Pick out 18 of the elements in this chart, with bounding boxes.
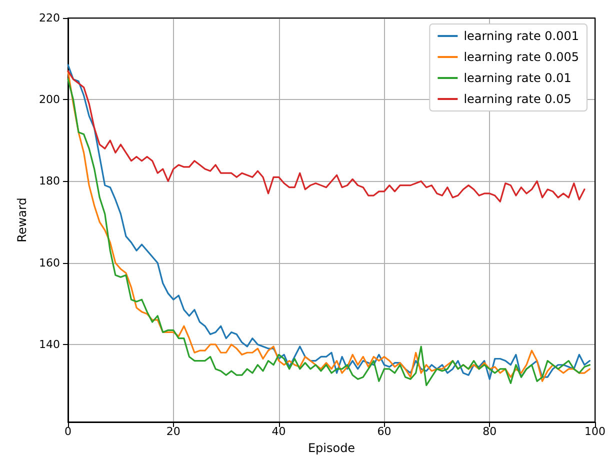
y-tick-label: 140	[39, 338, 60, 351]
x-tick-label: 60	[377, 425, 392, 438]
line-series	[67, 70, 586, 202]
y-tick-label: 180	[39, 174, 60, 188]
x-axis-title: Episode	[308, 440, 356, 455]
legend-label: learning rate 0.001	[464, 29, 579, 43]
x-tick-label: 80	[482, 425, 497, 438]
y-axis-title: Reward	[15, 198, 29, 242]
legend-label: learning rate 0.05	[464, 92, 572, 106]
y-tick-label: 160	[39, 256, 60, 270]
x-tick-label: 0	[64, 425, 72, 438]
x-tick-label: 100	[584, 425, 606, 438]
x-tick-label: 20	[166, 425, 180, 438]
x-tick-label: 40	[272, 425, 286, 438]
y-tick-label: 200	[39, 93, 60, 106]
legend-label: learning rate 0.005	[464, 50, 579, 64]
y-tick-label: 220	[39, 12, 60, 24]
legend-label: learning rate 0.01	[464, 71, 572, 85]
